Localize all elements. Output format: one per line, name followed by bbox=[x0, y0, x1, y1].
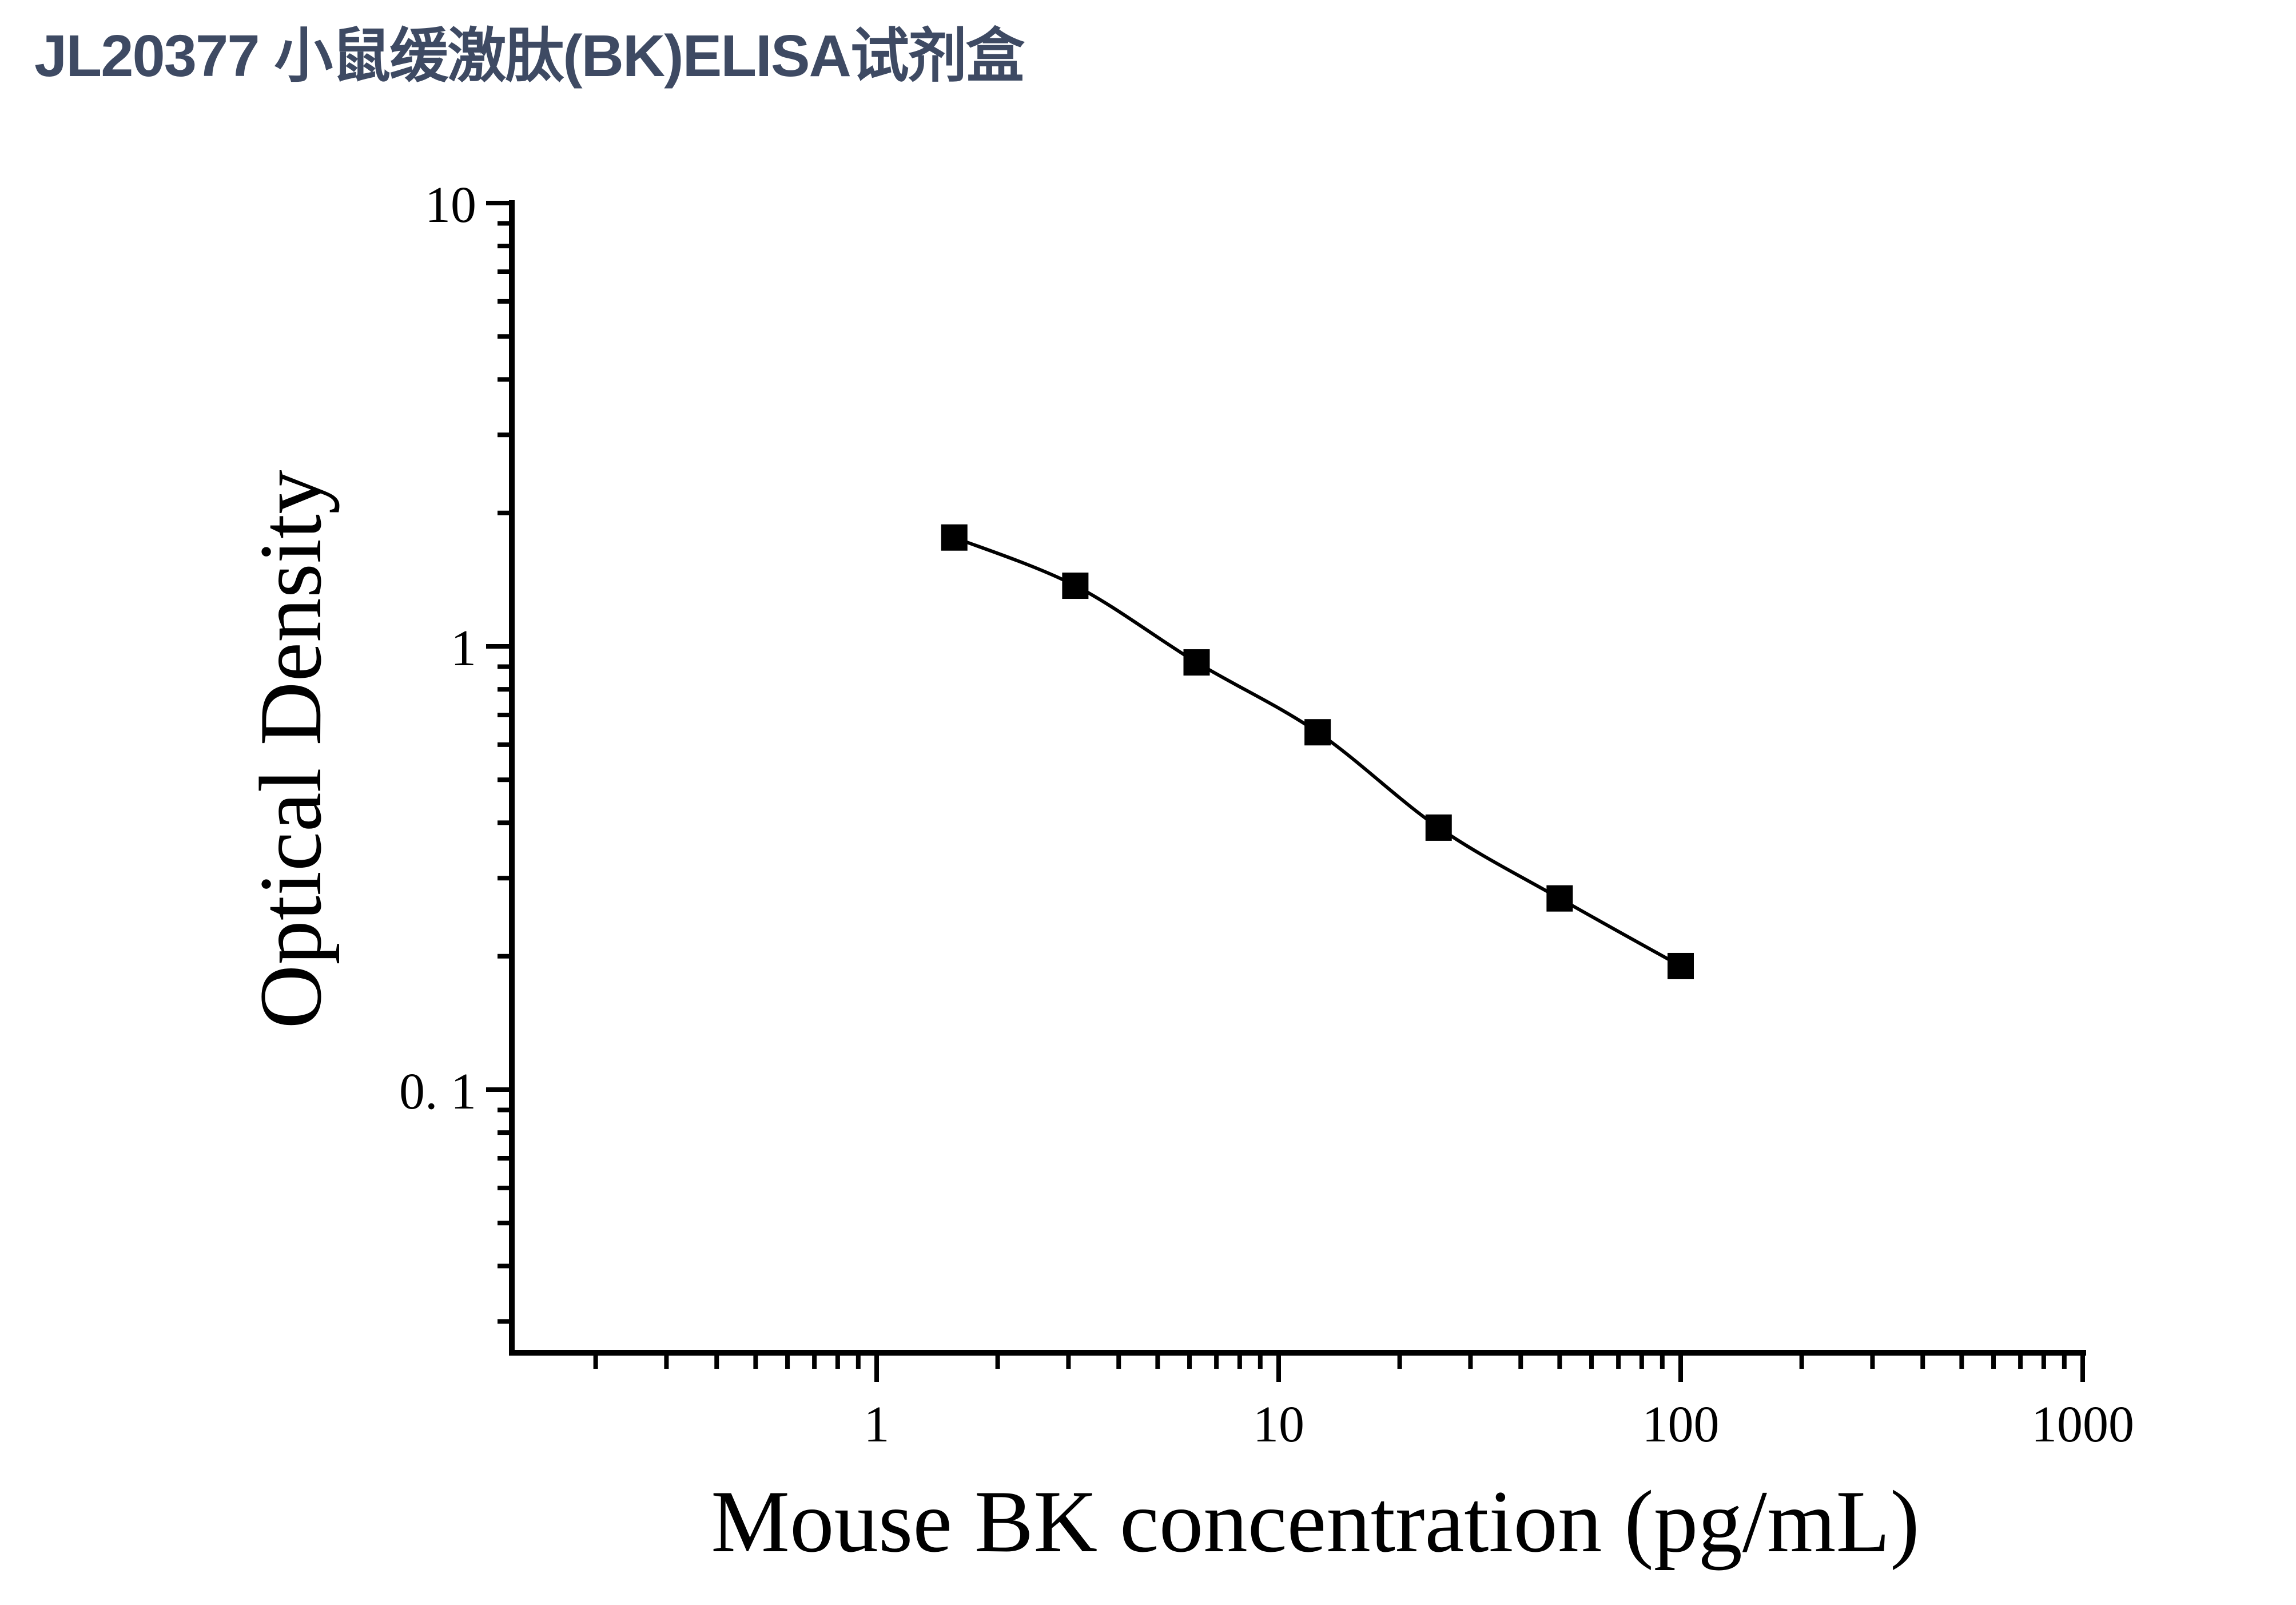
x-axis-title: Mouse BK concentration (pg/mL) bbox=[711, 1472, 1920, 1571]
y-tick-label: 10 bbox=[425, 177, 476, 233]
tick-labels: 1 10 100 1000 10 1 0. 1 bbox=[399, 177, 2134, 1453]
data-point-marker bbox=[1304, 719, 1331, 746]
data-point-marker bbox=[1062, 573, 1089, 599]
data-point-marker bbox=[941, 524, 968, 551]
tick-marks bbox=[486, 201, 2085, 1382]
y-axis-title: Optical Density bbox=[241, 470, 340, 1028]
x-tick-label: 1 bbox=[864, 1396, 890, 1453]
page-title: JL20377 小鼠缓激肽(BK)ELISA试剂盒 bbox=[34, 23, 1025, 89]
x-tick-label: 100 bbox=[1642, 1396, 1720, 1453]
data-point-marker bbox=[1425, 814, 1452, 841]
data-series bbox=[941, 524, 1694, 979]
x-tick-label: 1000 bbox=[2031, 1396, 2134, 1453]
y-tick-label: 0. 1 bbox=[399, 1063, 476, 1120]
y-tick-label: 1 bbox=[451, 620, 476, 677]
data-point-marker bbox=[1668, 952, 1694, 979]
data-point-marker bbox=[1183, 649, 1210, 676]
x-tick-label: 10 bbox=[1253, 1396, 1304, 1453]
data-point-marker bbox=[1546, 885, 1573, 912]
axes bbox=[509, 200, 2086, 1356]
